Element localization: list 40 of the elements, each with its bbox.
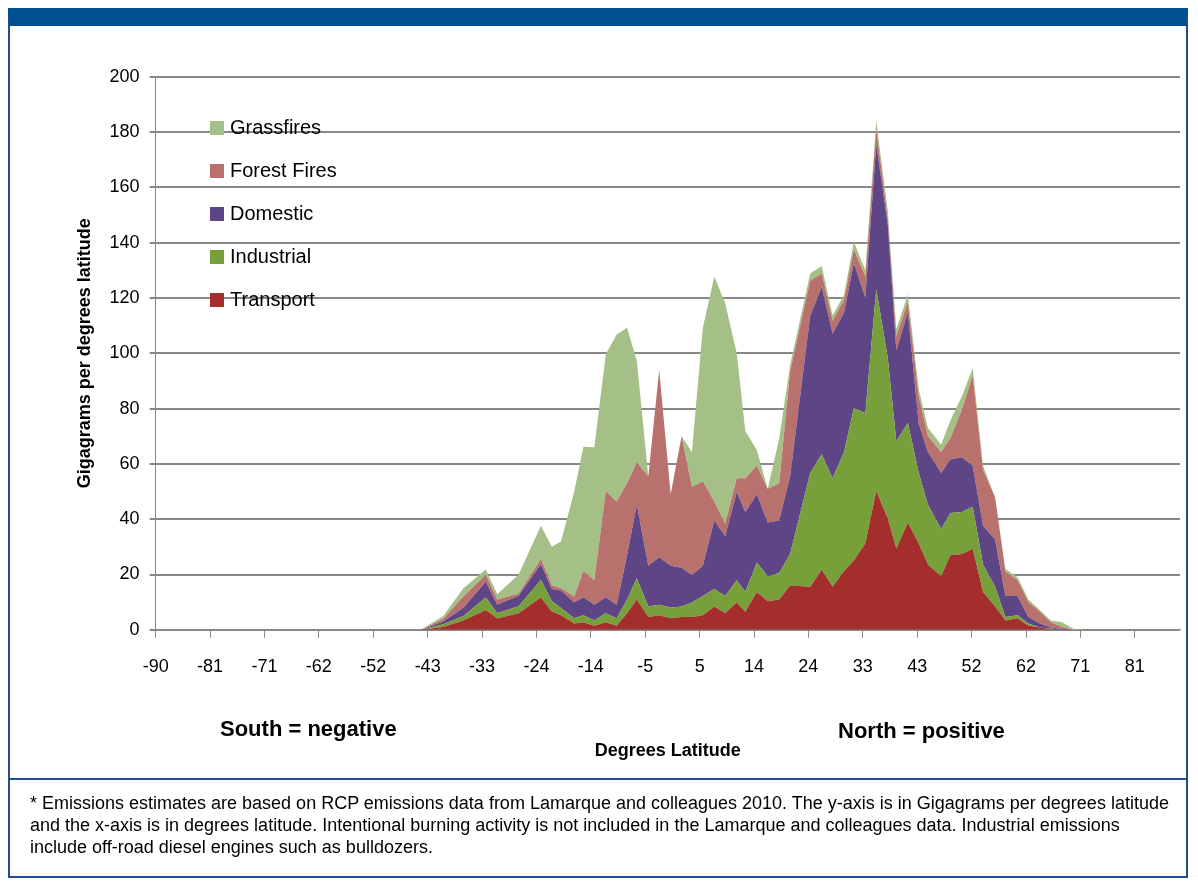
x-tick-label: -5 bbox=[637, 655, 654, 676]
legend-label: Domestic bbox=[230, 202, 314, 225]
text: South = negative bbox=[220, 716, 397, 742]
legend-label: Grassfires bbox=[230, 116, 322, 139]
x-tick-label: -33 bbox=[469, 655, 496, 676]
x-tick-label: -24 bbox=[523, 655, 550, 676]
text: * Emissions estimates are based on RCP emissions data from Lamarque and colleagues 2010. The y-axis is in Gigagrams per degrees latitude and the x-axis is in degrees latitude. Intentional burning activity is not included in the Lamarque and colleagues data. Industrial emissions include off-road diesel engines such as bulldozers. bbox=[30, 792, 1170, 858]
y-axis-title: Gigagrams per degrees latitude bbox=[73, 218, 94, 489]
y-tick-label: 100 bbox=[109, 342, 140, 363]
y-tick-label: 80 bbox=[119, 397, 140, 418]
text: North = positive bbox=[838, 718, 1005, 744]
x-tick-label: 62 bbox=[1015, 655, 1037, 676]
x-tick-label: 33 bbox=[852, 655, 873, 676]
y-tick-label: 120 bbox=[109, 286, 140, 307]
x-tick-label: -14 bbox=[577, 655, 604, 676]
legend-label: Forest Fires bbox=[230, 159, 337, 182]
x-tick-label: -52 bbox=[360, 655, 387, 676]
x-tick-label: 24 bbox=[798, 655, 819, 676]
x-tick-label: 43 bbox=[907, 655, 928, 676]
x-tick-label: 71 bbox=[1070, 655, 1091, 676]
x-tick-label: 52 bbox=[961, 655, 982, 676]
legend-label: Industrial bbox=[230, 245, 312, 268]
y-tick-label: 180 bbox=[109, 121, 140, 142]
y-tick-label: 60 bbox=[119, 452, 140, 473]
x-tick-label: -90 bbox=[142, 655, 169, 676]
y-tick-label: 160 bbox=[109, 176, 140, 197]
y-tick-label: 40 bbox=[119, 508, 140, 529]
x-tick-label: 81 bbox=[1124, 655, 1145, 676]
y-tick-label: 20 bbox=[119, 563, 140, 584]
legend-label: Transport bbox=[230, 288, 315, 311]
x-tick-label: 14 bbox=[743, 655, 765, 676]
x-tick-label: -43 bbox=[414, 655, 441, 676]
y-tick-label: 200 bbox=[109, 65, 140, 86]
x-axis-title: Degrees Latitude bbox=[594, 740, 741, 761]
y-tick-label: 140 bbox=[109, 231, 140, 252]
x-tick-label: 5 bbox=[694, 655, 705, 676]
x-tick-label: -71 bbox=[251, 655, 278, 676]
x-tick-label: -81 bbox=[197, 655, 224, 676]
x-tick-label: -62 bbox=[305, 655, 332, 676]
y-tick-label: 0 bbox=[129, 618, 140, 639]
